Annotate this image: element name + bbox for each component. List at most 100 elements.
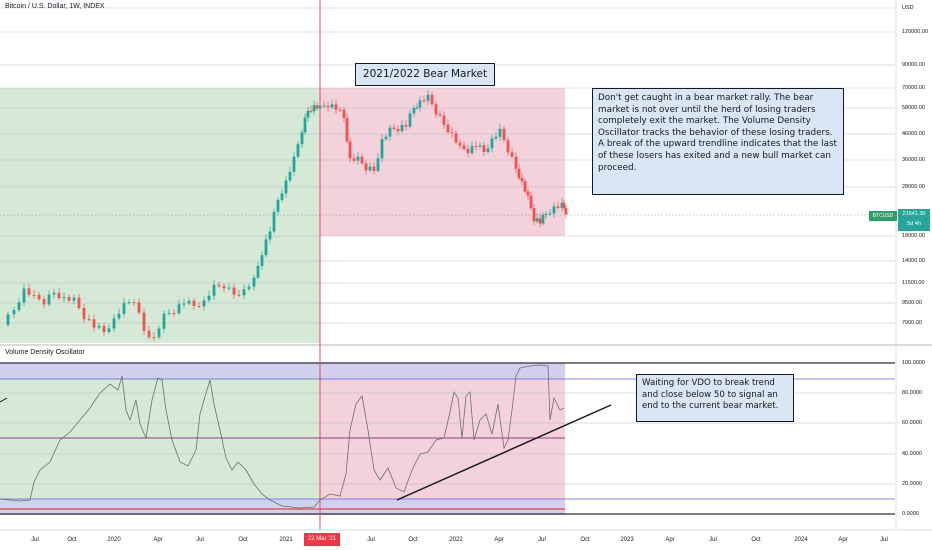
candle-body [342,109,346,118]
indicator-title[interactable]: Volume Density Oscillator [5,349,85,356]
time-axis-label: 2021 [279,537,293,543]
osc-axis-label: 80.0000 [902,390,922,396]
candle-body [276,200,280,212]
price-axis-label: 11500.00 [902,280,925,286]
time-axis-label: Jul [709,537,717,543]
candle-body [232,287,236,295]
candle-body [356,156,360,161]
price-axis-label: 7900.00 [902,320,922,326]
candle-body [207,295,211,301]
osc-axis-label: 0.0000 [902,511,919,517]
candle-body [494,136,498,139]
vdo-trendline[interactable] [396,404,612,501]
candle-body [430,94,434,105]
candle-body [560,202,564,208]
price-axis-label: 70000.00 [902,85,925,91]
candle-body [523,181,527,192]
time-axis-label: Oct [67,537,77,543]
candle-body [17,302,21,310]
bear-rally-note[interactable]: Don't get caught in a bear market rally.… [592,88,844,195]
candle-body [474,145,478,147]
osc-axis-label: 60.0000 [902,420,922,426]
candle-body [157,328,161,338]
candle-body [222,286,226,289]
candle-body [548,213,552,215]
candle-body [242,289,246,296]
candle-body [514,156,518,169]
candle-body [67,297,71,301]
candle-body [396,129,400,132]
bull-zone-osc [0,363,320,515]
price-axis-label: 46000.00 [902,131,925,137]
candle-body [300,132,304,145]
time-axis-label: Jul [538,537,546,543]
candle-body [256,266,260,278]
symbol-title[interactable]: Bitcoin / U.S. Dollar, 1W, INDEX [5,3,105,10]
time-axis-label: 2024 [794,537,808,543]
candle-body [309,110,313,112]
price-axis-label: 9500.00 [902,300,922,306]
candle-body [142,312,146,331]
candle-body [52,292,56,295]
osc-lower-band [0,499,565,515]
candle-body [422,100,426,102]
candle-body [392,127,396,129]
candle-body [268,231,272,240]
candle-body [486,148,490,152]
candle-body [330,104,334,108]
candle-body [187,300,191,304]
candle-body [217,284,221,287]
crosshair-date-tag: 22 Mar '21 [304,533,340,546]
candle-body [438,114,442,116]
candle-body [338,109,342,111]
candle-body [47,294,51,305]
candle-body [388,127,392,137]
candle-body [556,206,560,208]
candle-body [352,158,356,161]
candle-body [72,297,76,301]
candle-body [380,139,384,159]
candle-body [442,115,446,125]
vdo-trend-note[interactable]: Waiting for VDO to break trend and close… [636,374,794,422]
candle-body [147,330,151,338]
candle-body [400,124,404,132]
candle-body [117,313,121,319]
candle-body [306,110,310,118]
candle-body [292,156,296,172]
candle-body [57,292,61,299]
candle-body [247,286,251,290]
bear-zone-price [320,88,565,236]
candle-body [564,208,568,215]
candle-body [541,214,545,224]
vdo-edge-marker [0,397,8,403]
candle-body [167,313,171,314]
candle-body [212,284,216,296]
time-axis-label: Oct [751,537,761,543]
candle-body [77,297,81,308]
candle-body [446,124,450,133]
candle-body [360,156,364,164]
time-axis-label: Jul [196,537,204,543]
candle-body [82,308,86,320]
candle-body [376,158,380,171]
candle-body [127,302,131,304]
candle-body [303,117,307,133]
candle-body [132,302,136,304]
candle-body [92,319,96,328]
candle-body [408,113,412,127]
candle-body [27,288,31,295]
osc-upper-band [0,363,565,379]
time-axis-label: Oct [408,537,418,543]
candle-body [532,208,536,222]
candle-body [202,300,206,307]
osc-axis-label: 40.0000 [902,451,922,457]
candle-body [520,178,524,182]
candle-body [122,302,126,314]
candle-body [454,133,458,143]
bar-countdown: 5d 4h [907,221,921,227]
candlestick-series[interactable] [6,89,568,342]
candle-body [12,310,16,315]
bear-market-label[interactable]: 2021/2022 Bear Market [355,63,495,86]
candle-body [458,142,462,146]
